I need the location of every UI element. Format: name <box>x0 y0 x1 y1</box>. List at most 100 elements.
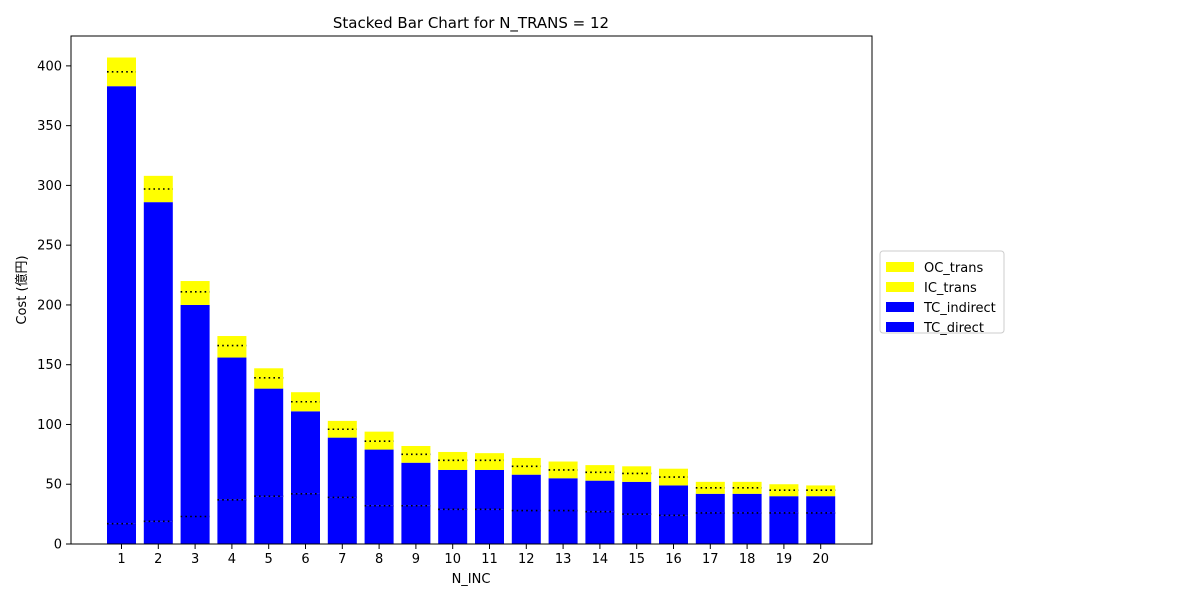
bar-TC_direct-8 <box>364 505 394 544</box>
bar-TC_direct-12 <box>511 510 541 544</box>
legend-label-OC_trans: OC_trans <box>924 261 983 276</box>
bar-OC_trans-11 <box>475 453 504 461</box>
bar-IC_trans-9 <box>401 454 431 463</box>
x-tick-label-3: 3 <box>191 552 199 567</box>
bar-TC_indirect-10 <box>438 469 468 510</box>
x-tick-label-4: 4 <box>228 552 236 567</box>
bar-OC_trans-13 <box>548 461 578 470</box>
bar-TC_direct-1 <box>107 523 136 544</box>
y-tick-label-250: 250 <box>37 239 62 254</box>
x-tick-label-14: 14 <box>592 552 609 567</box>
bar-OC_trans-1 <box>107 57 136 72</box>
bar-OC_trans-16 <box>659 468 688 478</box>
x-tick-label-16: 16 <box>665 552 682 567</box>
bar-IC_trans-18 <box>732 487 762 494</box>
bar-OC_trans-8 <box>364 431 394 442</box>
bar-TC_direct-5 <box>254 496 284 544</box>
bar-TC_indirect-3 <box>180 304 210 517</box>
bar-TC_indirect-8 <box>364 449 394 506</box>
x-axis-label: N_INC <box>452 572 491 587</box>
bar-TC_direct-16 <box>659 515 688 544</box>
x-tick-label-11: 11 <box>481 552 498 567</box>
legend: OC_trans IC_trans TC_indirect TC_direct <box>879 250 1005 336</box>
x-tick-label-12: 12 <box>518 552 535 567</box>
bar-IC_trans-2 <box>143 188 173 203</box>
bar-TC_indirect-18 <box>732 493 762 513</box>
x-tick-label-2: 2 <box>154 552 162 567</box>
bar-TC_direct-3 <box>180 516 210 544</box>
legend-label-TC_indirect: TC_indirect <box>923 301 996 316</box>
bar-OC_trans-2 <box>143 175 173 189</box>
bar-TC_direct-2 <box>143 521 173 544</box>
x-tick-label-19: 19 <box>776 552 793 567</box>
bar-IC_trans-6 <box>291 401 320 412</box>
bar-OC_trans-5 <box>254 368 284 378</box>
y-tick-label-350: 350 <box>37 119 62 134</box>
bar-TC_indirect-11 <box>475 469 504 510</box>
x-tick-label-18: 18 <box>739 552 756 567</box>
bar-OC_trans-12 <box>511 457 541 467</box>
bar-OC_trans-3 <box>180 281 210 292</box>
legend-swatch-OC_trans <box>886 262 914 272</box>
x-tick-label-17: 17 <box>702 552 719 567</box>
bar-TC_direct-15 <box>622 514 652 544</box>
legend-swatch-IC_trans <box>886 282 914 292</box>
y-tick-label-150: 150 <box>37 358 62 373</box>
bar-TC_indirect-2 <box>143 202 173 522</box>
bar-TC_direct-13 <box>548 510 578 544</box>
x-tick-label-8: 8 <box>375 552 383 567</box>
bar-OC_trans-17 <box>695 481 725 488</box>
bar-OC_trans-18 <box>732 481 762 488</box>
bar-TC_indirect-15 <box>622 481 652 515</box>
bar-IC_trans-16 <box>659 477 688 486</box>
bar-TC_direct-19 <box>769 512 799 544</box>
x-tick-label-7: 7 <box>338 552 346 567</box>
bar-TC_indirect-5 <box>254 388 284 497</box>
x-axis: 1 2 3 4 5 6 7 8 9 10 11 12 13 14 15 16 17 18 19 20 <box>117 544 829 567</box>
bar-OC_trans-15 <box>622 466 652 474</box>
bar-OC_trans-20 <box>806 485 836 491</box>
bar-TC_indirect-7 <box>327 437 357 498</box>
bar-IC_trans-20 <box>806 490 836 497</box>
y-tick-label-100: 100 <box>37 418 62 433</box>
legend-label-TC_direct: TC_direct <box>923 321 984 336</box>
bar-OC_trans-10 <box>438 451 468 461</box>
bar-IC_trans-19 <box>769 490 799 497</box>
y-tick-label-300: 300 <box>37 179 62 194</box>
bar-IC_trans-5 <box>254 377 284 389</box>
bar-TC_indirect-1 <box>107 86 136 524</box>
x-tick-label-1: 1 <box>117 552 125 567</box>
bar-TC_indirect-12 <box>511 474 541 511</box>
bar-TC_direct-4 <box>217 499 247 544</box>
bar-TC_direct-20 <box>806 512 836 544</box>
bar-IC_trans-17 <box>695 487 725 494</box>
bar-OC_trans-4 <box>217 336 247 346</box>
x-tick-label-13: 13 <box>555 552 572 567</box>
bar-TC_indirect-4 <box>217 357 247 500</box>
x-tick-label-10: 10 <box>444 552 461 567</box>
bar-TC_direct-9 <box>401 505 431 544</box>
x-tick-label-9: 9 <box>412 552 420 567</box>
bar-IC_trans-15 <box>622 473 652 482</box>
bar-OC_trans-14 <box>585 465 615 473</box>
bar-TC_indirect-20 <box>806 496 836 513</box>
x-tick-label-20: 20 <box>812 552 829 567</box>
bar-TC_indirect-9 <box>401 462 431 506</box>
x-tick-label-5: 5 <box>265 552 273 567</box>
bar-IC_trans-3 <box>180 291 210 305</box>
bars-layer <box>107 57 836 544</box>
bar-IC_trans-8 <box>364 441 394 450</box>
bar-IC_trans-13 <box>548 469 578 479</box>
bar-TC_indirect-6 <box>291 411 320 494</box>
bar-IC_trans-10 <box>438 460 468 470</box>
bar-OC_trans-7 <box>327 420 357 430</box>
bar-TC_indirect-17 <box>695 493 725 513</box>
segment-divider-lines <box>107 71 836 525</box>
chart-title: Stacked Bar Chart for N_TRANS = 12 <box>333 14 609 33</box>
bar-TC_direct-18 <box>732 512 762 544</box>
bar-OC_trans-19 <box>769 484 799 491</box>
legend-swatch-TC_indirect <box>886 302 914 312</box>
x-tick-label-6: 6 <box>301 552 309 567</box>
bar-TC_indirect-19 <box>769 496 799 513</box>
